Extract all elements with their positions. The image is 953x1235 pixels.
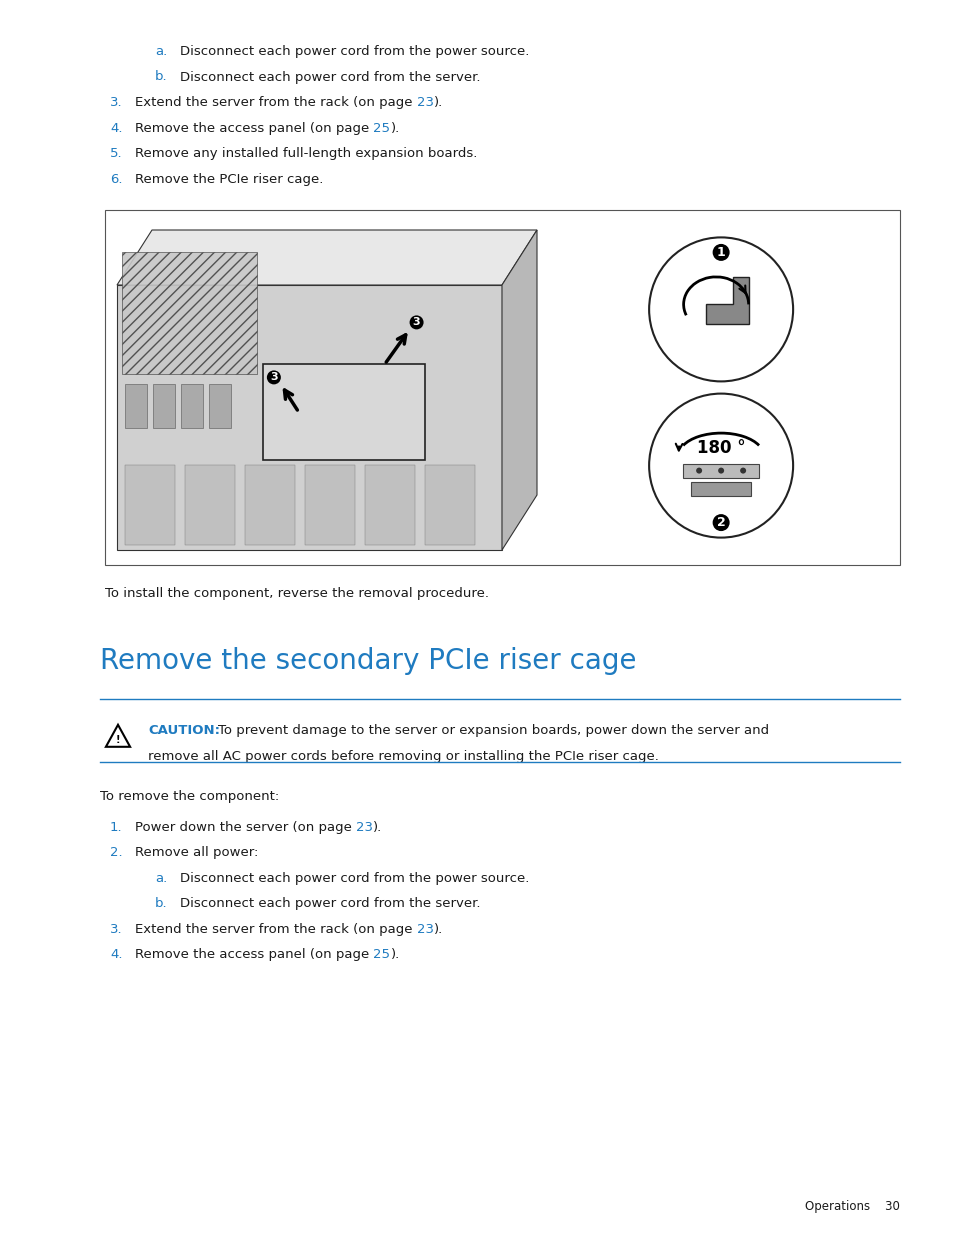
Text: Disconnect each power cord from the power source.: Disconnect each power cord from the powe… xyxy=(180,44,529,58)
Text: 4.: 4. xyxy=(110,948,122,961)
Bar xyxy=(209,384,231,429)
Text: Remove all power:: Remove all power: xyxy=(135,846,258,860)
Text: a.: a. xyxy=(154,872,167,884)
Text: 4.: 4. xyxy=(110,121,122,135)
Bar xyxy=(424,466,475,545)
Text: 6.: 6. xyxy=(110,173,122,185)
Text: !: ! xyxy=(115,735,120,745)
Text: 180 °: 180 ° xyxy=(696,438,744,457)
Text: Remove the access panel (on page: Remove the access panel (on page xyxy=(135,121,374,135)
Text: Remove the PCIe riser cage.: Remove the PCIe riser cage. xyxy=(135,173,323,185)
Bar xyxy=(152,384,174,429)
Text: Remove the secondary PCIe riser cage: Remove the secondary PCIe riser cage xyxy=(100,647,636,676)
Text: ).: ). xyxy=(373,821,382,834)
Text: Remove the access panel (on page: Remove the access panel (on page xyxy=(135,948,374,961)
Bar xyxy=(365,466,415,545)
Text: CAUTION:: CAUTION: xyxy=(148,724,220,737)
Text: b.: b. xyxy=(154,898,168,910)
Polygon shape xyxy=(117,230,537,285)
Text: 23: 23 xyxy=(416,96,434,109)
Text: Extend the server from the rack (on page: Extend the server from the rack (on page xyxy=(135,923,416,936)
Text: Disconnect each power cord from the power source.: Disconnect each power cord from the powe… xyxy=(180,872,529,884)
Polygon shape xyxy=(263,364,424,461)
Text: 25: 25 xyxy=(374,121,390,135)
Text: b.: b. xyxy=(154,70,168,84)
Text: remove all AC power cords before removing or installing the PCIe riser cage.: remove all AC power cords before removin… xyxy=(148,750,659,762)
Text: ).: ). xyxy=(390,121,399,135)
Circle shape xyxy=(648,394,792,537)
Text: Power down the server (on page: Power down the server (on page xyxy=(135,821,355,834)
Text: 25: 25 xyxy=(374,948,390,961)
Bar xyxy=(181,384,203,429)
Text: 23: 23 xyxy=(416,923,434,936)
Text: 3.: 3. xyxy=(110,96,123,109)
Circle shape xyxy=(648,237,792,382)
Text: Disconnect each power cord from the server.: Disconnect each power cord from the serv… xyxy=(180,898,480,910)
Text: 2.: 2. xyxy=(110,846,123,860)
Polygon shape xyxy=(117,285,501,550)
Circle shape xyxy=(718,468,723,473)
Text: a.: a. xyxy=(154,44,167,58)
Text: 23: 23 xyxy=(355,821,373,834)
Text: To remove the component:: To remove the component: xyxy=(100,790,279,803)
Circle shape xyxy=(696,468,701,473)
Text: 3.: 3. xyxy=(110,923,123,936)
Text: To prevent damage to the server or expansion boards, power down the server and: To prevent damage to the server or expan… xyxy=(218,724,768,737)
Text: To install the component, reverse the removal procedure.: To install the component, reverse the re… xyxy=(105,587,489,600)
Text: ).: ). xyxy=(434,96,442,109)
Bar xyxy=(245,466,294,545)
Text: 5.: 5. xyxy=(110,147,123,161)
Text: 1.: 1. xyxy=(110,821,123,834)
Polygon shape xyxy=(705,278,748,325)
Bar xyxy=(122,252,256,374)
Bar xyxy=(125,384,147,429)
Text: Disconnect each power cord from the server.: Disconnect each power cord from the serv… xyxy=(180,70,480,84)
Text: 3: 3 xyxy=(270,373,277,383)
Text: 2: 2 xyxy=(716,516,724,529)
Polygon shape xyxy=(501,230,537,550)
Text: Operations    30: Operations 30 xyxy=(804,1200,899,1213)
Bar xyxy=(690,482,750,495)
Text: Remove any installed full-length expansion boards.: Remove any installed full-length expansi… xyxy=(135,147,476,161)
Bar xyxy=(105,210,899,564)
Text: ).: ). xyxy=(390,948,399,961)
Bar xyxy=(125,466,174,545)
Text: 3: 3 xyxy=(413,317,420,327)
Text: ).: ). xyxy=(434,923,442,936)
Circle shape xyxy=(740,468,745,473)
Bar xyxy=(185,466,234,545)
Bar xyxy=(682,463,759,478)
Text: 1: 1 xyxy=(716,246,724,259)
Text: Extend the server from the rack (on page: Extend the server from the rack (on page xyxy=(135,96,416,109)
Bar xyxy=(305,466,355,545)
